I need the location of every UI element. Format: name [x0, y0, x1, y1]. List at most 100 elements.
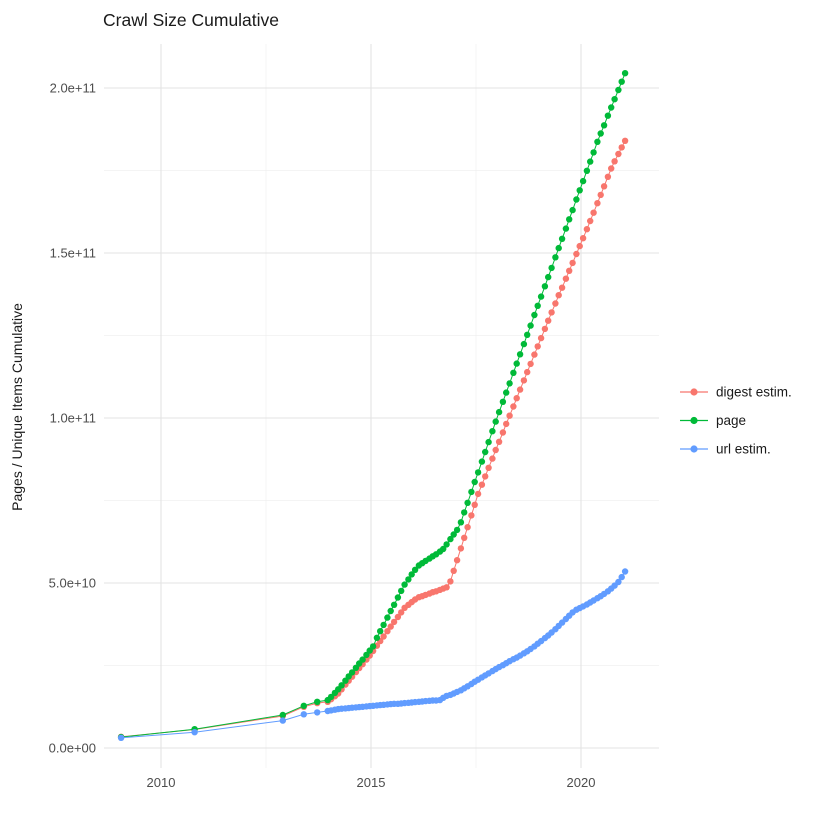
data-point [461, 509, 468, 516]
data-point [457, 545, 465, 552]
legend-key-point [690, 445, 698, 453]
data-point [390, 618, 398, 626]
data-point [314, 698, 321, 705]
data-point [338, 682, 345, 689]
data-point [492, 418, 499, 425]
data-point [576, 242, 583, 250]
data-point [513, 395, 520, 402]
data-point [597, 130, 604, 137]
data-point [314, 709, 321, 716]
y-tick-label: 2.0e+11 [50, 81, 96, 96]
data-point [499, 398, 507, 405]
data-point [573, 250, 580, 258]
series-digest-estim [117, 137, 629, 740]
data-point [279, 711, 286, 719]
data-point [457, 519, 465, 526]
legend-label-page: page [716, 413, 746, 428]
data-point [387, 623, 394, 630]
data-point [555, 244, 562, 252]
data-point [597, 191, 604, 199]
data-point [380, 621, 387, 629]
data-point [552, 254, 559, 261]
data-point [569, 259, 576, 267]
data-point [548, 309, 555, 316]
data-point [594, 200, 601, 207]
y-tick-label: 5.0e+10 [49, 576, 96, 591]
data-point [405, 576, 412, 583]
data-point [576, 187, 583, 194]
data-point [621, 137, 629, 144]
data-point [468, 488, 475, 496]
data-point [390, 601, 398, 608]
data-point [569, 206, 576, 214]
data-point [495, 408, 503, 416]
data-point [450, 531, 457, 538]
axis-tick-labels: 0.0e+00 5.0e+10 1.0e+11 1.5e+11 2.0e+11 2010 2… [49, 81, 596, 791]
data-point [608, 165, 615, 172]
data-point [384, 628, 391, 635]
data-point [590, 209, 597, 216]
series-layer [117, 70, 629, 741]
data-point [443, 584, 450, 591]
data-point [621, 70, 629, 77]
legend-key-point [690, 388, 698, 396]
chart-title: Crawl Size Cumulative [103, 10, 279, 30]
data-point [510, 369, 517, 376]
data-point [520, 377, 528, 384]
data-point [401, 581, 408, 588]
data-point [447, 535, 454, 543]
x-tick-label: 2010 [147, 775, 176, 790]
series-page [117, 70, 629, 741]
data-point [537, 334, 545, 342]
y-tick-label: 1.0e+11 [50, 411, 96, 426]
data-point [440, 545, 447, 553]
data-point [608, 104, 615, 111]
data-point [566, 267, 573, 274]
data-point [587, 158, 594, 165]
data-point [300, 711, 307, 718]
legend-item-url-estim: url estim. [680, 442, 771, 457]
data-point [359, 656, 366, 663]
data-point [615, 86, 622, 94]
data-point [485, 438, 492, 446]
data-point [279, 717, 286, 724]
legend-key-point [690, 416, 698, 425]
data-point [513, 360, 520, 367]
legend-label-url-estim: url estim. [716, 442, 771, 457]
data-point [474, 469, 482, 476]
data-point [600, 122, 608, 129]
data-point [615, 578, 622, 586]
legend-item-page: page [680, 413, 746, 428]
data-point [506, 380, 513, 387]
data-point [489, 428, 496, 435]
data-point [579, 177, 587, 185]
series-line [121, 571, 626, 739]
data-point [618, 573, 625, 581]
data-point [492, 446, 499, 454]
data-point [587, 217, 594, 225]
data-point [398, 587, 405, 595]
data-point [621, 568, 629, 575]
data-point [531, 351, 538, 358]
data-point [380, 633, 387, 640]
data-point [555, 292, 562, 299]
data-point [516, 351, 524, 358]
data-point [541, 283, 549, 290]
x-tick-label: 2020 [567, 775, 596, 790]
y-axis-title: Pages / Unique Items Cumulative [9, 303, 25, 511]
data-point [604, 112, 612, 119]
data-point [482, 473, 489, 480]
data-point [510, 403, 517, 410]
data-point [468, 512, 475, 519]
data-point [453, 557, 461, 564]
data-point [600, 183, 608, 190]
legend: digest estim. page url estim. [680, 385, 792, 457]
data-point [524, 368, 531, 376]
data-point [482, 448, 489, 456]
data-point [348, 669, 356, 676]
data-point [604, 173, 612, 180]
data-point [411, 566, 419, 573]
data-point [461, 534, 468, 541]
data-point [590, 149, 597, 156]
